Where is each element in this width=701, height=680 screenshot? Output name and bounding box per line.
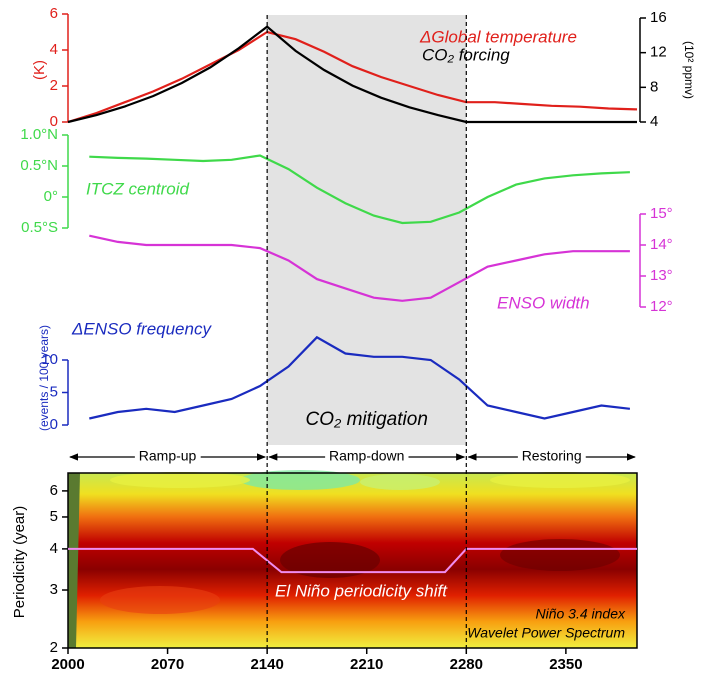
legend-label: CO₂ forcing	[422, 45, 510, 64]
tick-label: 4	[50, 540, 58, 557]
tick-label: 13°	[650, 267, 673, 284]
tick-label: 2	[50, 77, 58, 94]
series-line	[89, 335, 631, 420]
tick-label: 12	[650, 44, 667, 61]
y-axis-label: (events / 100 years)	[37, 325, 51, 431]
series-line	[67, 30, 638, 124]
tick-label: 16	[650, 9, 667, 26]
legend-label: ΔENSO frequency	[71, 319, 212, 338]
tick-label: 5	[50, 508, 58, 525]
y2-axis-label: (10² ppmv)	[682, 41, 696, 99]
tick-label: 8	[650, 78, 658, 95]
tick-label: 6	[50, 482, 58, 499]
series-line	[67, 25, 637, 124]
tick-label: 0	[50, 113, 58, 130]
plot-frame	[67, 472, 638, 649]
tick-label: 6	[50, 5, 58, 22]
legend-label: ITCZ centroid	[86, 179, 190, 198]
tick-label: 4	[50, 41, 58, 58]
x-tick-label: 2000	[51, 656, 84, 673]
tick-label: 3	[50, 581, 58, 598]
x-tick-label: 2210	[350, 656, 383, 673]
x-tick-label: 2350	[549, 656, 582, 673]
period-label: Ramp-down	[329, 448, 404, 464]
tick-label: 1.0°N	[20, 126, 58, 143]
tick-label: 0.5°S	[21, 219, 58, 236]
period-label: Ramp-up	[139, 448, 197, 464]
y-axis-label: Periodicity (year)	[11, 506, 28, 619]
x-tick-label: 2140	[250, 656, 283, 673]
tick-label: 10	[41, 351, 58, 368]
legend-label: ΔGlobal temperature	[419, 27, 577, 46]
tick-label: 4	[650, 113, 658, 130]
wavelet-spectrum	[68, 470, 637, 648]
period-label: Restoring	[522, 448, 582, 464]
tick-label: 0.5°N	[20, 157, 58, 174]
tick-label: 2	[50, 639, 58, 656]
tick-label: 14°	[650, 236, 673, 253]
series-line	[89, 154, 630, 225]
annotation: El Niño periodicity shift	[275, 581, 448, 600]
tick-label: 0°	[44, 188, 58, 205]
series-line	[89, 234, 630, 302]
annotation: Wavelet Power Spectrum	[467, 625, 625, 641]
legend-label: ENSO width	[497, 293, 590, 312]
x-tick-label: 2070	[151, 656, 184, 673]
x-tick-label: 2280	[450, 656, 483, 673]
tick-label: 15°	[650, 205, 673, 222]
tick-label: 0	[50, 416, 58, 433]
tick-label: 12°	[650, 298, 673, 315]
series-line	[68, 547, 637, 574]
mitigation-label: CO₂ mitigation	[306, 409, 428, 430]
mitigation-shade	[267, 15, 467, 445]
annotation: Niño 3.4 index	[535, 606, 626, 622]
y-axis-label: (K)	[31, 60, 48, 80]
tick-label: 5	[50, 383, 58, 400]
